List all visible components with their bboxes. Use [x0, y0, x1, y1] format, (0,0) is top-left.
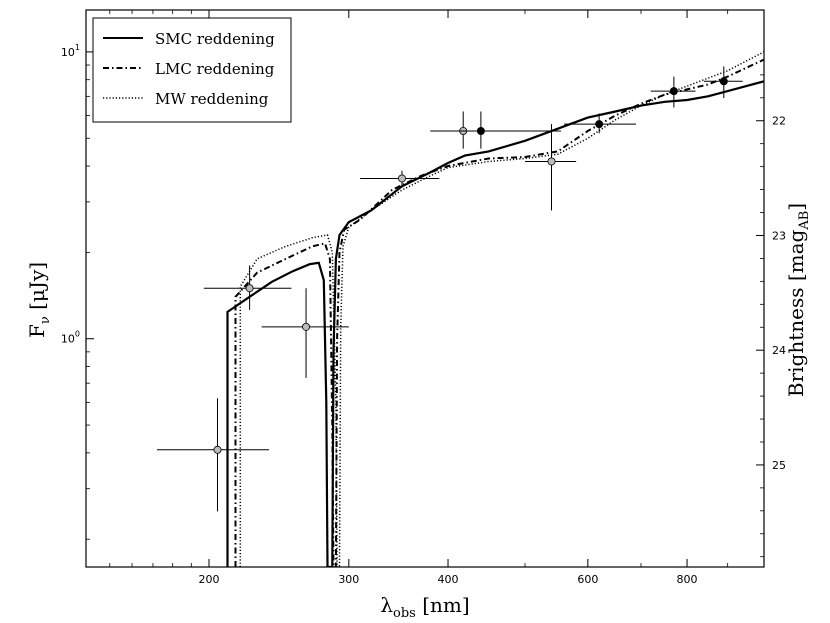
y-axis-label-sub: ν	[38, 316, 53, 324]
legend: SMC reddening LMC reddening MW reddening	[92, 17, 292, 123]
data-point	[430, 111, 532, 149]
marker	[213, 445, 222, 454]
data-point	[203, 265, 292, 310]
right-tick-label: 25	[772, 459, 786, 472]
x-tick-label: 400	[438, 573, 459, 586]
curve-solid	[226, 80, 764, 567]
x-axis-label-sub: obs	[393, 606, 416, 621]
marker	[397, 174, 406, 183]
marker	[669, 87, 678, 96]
x-tick-label: 200	[198, 573, 219, 586]
curve-dashdot	[234, 58, 764, 567]
data-point	[156, 398, 269, 512]
legend-label-smc: SMC reddening	[155, 30, 275, 48]
marker	[719, 77, 728, 86]
y-axis-label: Fν [μJy]	[25, 262, 53, 338]
y2-axis-label-end: ]	[784, 203, 808, 211]
y2-axis-label-sub: AB	[797, 211, 812, 231]
y-axis-label-unit: [μJy]	[25, 262, 49, 316]
x-tick-label: 800	[677, 573, 698, 586]
legend-label-mw: MW reddening	[155, 90, 269, 108]
marker	[595, 120, 604, 129]
data-point	[564, 113, 637, 134]
x-axis-label: λobs [nm]	[380, 593, 469, 621]
curve-dotted	[239, 51, 764, 567]
x-axis-label-unit: [nm]	[416, 593, 470, 617]
right-tick-label: 23	[772, 229, 786, 242]
data-point	[430, 111, 561, 149]
data-point	[524, 124, 577, 211]
x-axis-ticks: 200 300 400 600 800	[109, 10, 729, 586]
marker	[476, 126, 485, 135]
data-point	[650, 76, 696, 108]
y2-axis-label: Brightness [magAB]	[784, 203, 812, 397]
model-curves	[226, 51, 764, 567]
legend-box	[92, 17, 292, 123]
data-point	[261, 288, 349, 378]
plot-frame	[85, 9, 765, 568]
data-point	[703, 66, 743, 99]
y-axis-label-main: F	[25, 324, 49, 338]
right-tick-label: 24	[772, 344, 786, 357]
marker	[245, 284, 254, 293]
legend-label-lmc: LMC reddening	[155, 60, 275, 78]
x-axis-label-main: λ	[380, 593, 393, 617]
data-point	[360, 170, 440, 187]
y-tick-label: 101	[61, 43, 80, 59]
y2-axis-label-main: Brightness [mag	[784, 229, 808, 397]
x-tick-label: 600	[577, 573, 598, 586]
y-tick-label: 100	[61, 330, 80, 346]
right-axis-ticks: 22 23 24 25	[756, 74, 786, 558]
right-tick-label: 22	[772, 115, 786, 128]
photometry-points	[156, 66, 743, 512]
y-axis-ticks: 100 101	[61, 43, 94, 540]
x-tick-label: 300	[338, 573, 359, 586]
marker	[547, 157, 556, 166]
marker	[302, 322, 311, 331]
